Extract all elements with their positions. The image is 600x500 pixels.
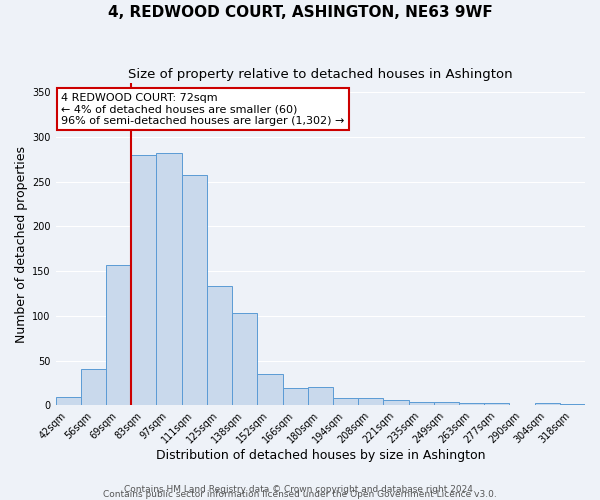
Bar xyxy=(81,369,106,406)
Bar xyxy=(560,404,585,406)
Bar xyxy=(358,398,383,406)
Text: 4 REDWOOD COURT: 72sqm
← 4% of detached houses are smaller (60)
96% of semi-deta: 4 REDWOOD COURT: 72sqm ← 4% of detached … xyxy=(61,92,344,126)
Title: Size of property relative to detached houses in Ashington: Size of property relative to detached ho… xyxy=(128,68,512,80)
X-axis label: Distribution of detached houses by size in Ashington: Distribution of detached houses by size … xyxy=(155,450,485,462)
Bar xyxy=(182,176,207,406)
Bar xyxy=(459,403,484,406)
Bar xyxy=(535,403,560,406)
Bar xyxy=(232,313,257,406)
Bar xyxy=(383,400,409,406)
Bar xyxy=(207,286,232,406)
Text: 4, REDWOOD COURT, ASHINGTON, NE63 9WF: 4, REDWOOD COURT, ASHINGTON, NE63 9WF xyxy=(107,5,493,20)
Bar xyxy=(257,374,283,406)
Bar xyxy=(131,154,157,406)
Bar xyxy=(283,388,308,406)
Bar xyxy=(434,402,459,406)
Bar xyxy=(333,398,358,406)
Bar xyxy=(409,402,434,406)
Bar xyxy=(308,386,333,406)
Bar xyxy=(157,153,182,406)
Bar xyxy=(56,396,81,406)
Text: Contains public sector information licensed under the Open Government Licence v3: Contains public sector information licen… xyxy=(103,490,497,499)
Y-axis label: Number of detached properties: Number of detached properties xyxy=(15,146,28,343)
Bar xyxy=(106,265,131,406)
Bar xyxy=(484,403,509,406)
Text: Contains HM Land Registry data © Crown copyright and database right 2024.: Contains HM Land Registry data © Crown c… xyxy=(124,484,476,494)
